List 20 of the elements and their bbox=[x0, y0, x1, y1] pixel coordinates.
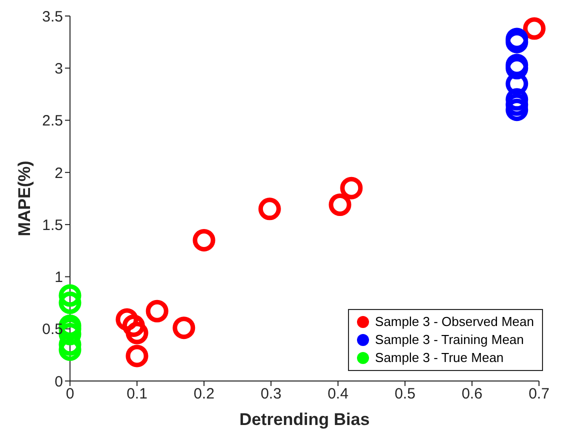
x-tick-label: 0 bbox=[66, 386, 74, 403]
x-tick-label: 0.5 bbox=[394, 386, 416, 403]
y-axis-title: MAPE(%) bbox=[15, 160, 34, 236]
legend-label: Sample 3 - Observed Mean bbox=[375, 313, 534, 331]
x-tick-label: 0.6 bbox=[462, 386, 482, 403]
y-tick-label: 3.5 bbox=[42, 8, 63, 26]
y-tick-label: 1 bbox=[54, 269, 63, 286]
y-tick-label: 2.5 bbox=[42, 112, 63, 130]
y-tick-label: 1.5 bbox=[42, 216, 63, 234]
x-tick-label: 0.7 bbox=[528, 386, 550, 403]
y-tick-label: 2 bbox=[54, 164, 63, 182]
y-tick-label: 3 bbox=[54, 60, 63, 78]
x-axis-title: Detrending Bias bbox=[239, 410, 370, 429]
legend-label: Sample 3 - True Mean bbox=[375, 349, 504, 367]
y-tick-label: 0 bbox=[54, 373, 63, 390]
x-tick-label: 0.3 bbox=[260, 386, 282, 403]
x-tick-label: 0.2 bbox=[194, 386, 214, 403]
x-tick-label: 0.4 bbox=[328, 386, 348, 403]
legend-label: Sample 3 - Training Mean bbox=[375, 331, 524, 349]
x-tick-label: 0.1 bbox=[126, 386, 148, 403]
